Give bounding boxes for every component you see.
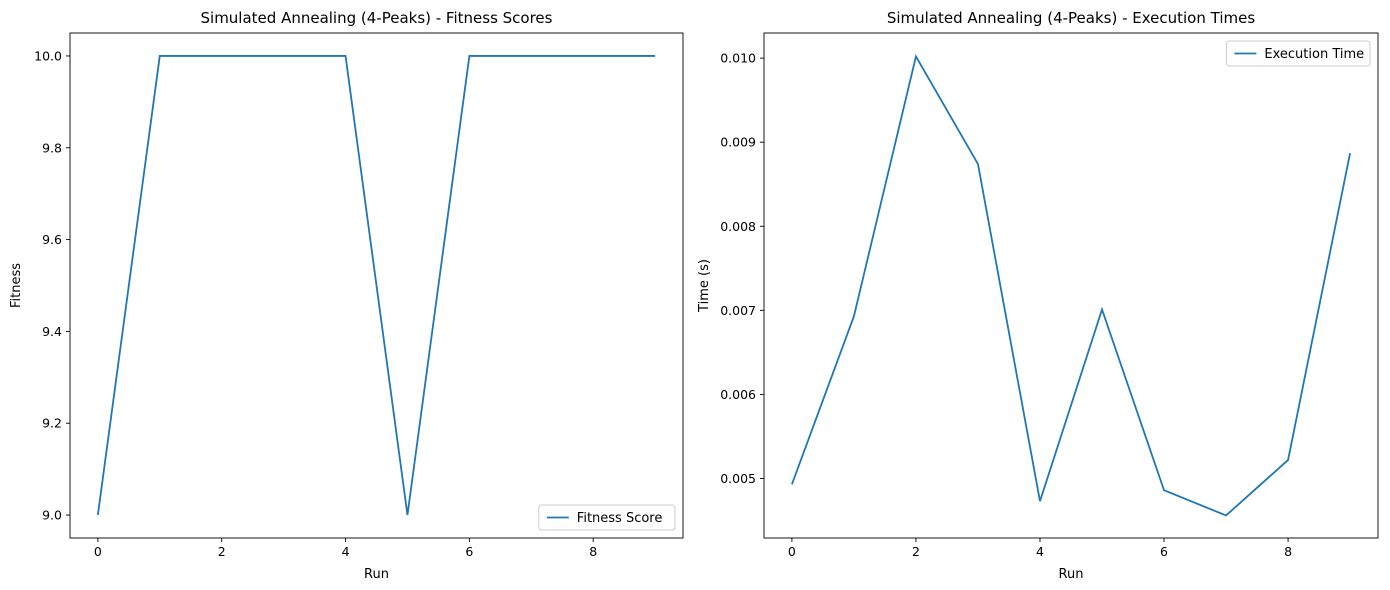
data-point <box>97 514 99 516</box>
x-axis-label: Run <box>364 567 389 582</box>
y-tick-label: 10.0 <box>34 48 62 63</box>
data-point <box>1225 514 1227 516</box>
x-axis-label: Run <box>1059 567 1084 582</box>
data-point <box>221 55 223 57</box>
data-point <box>977 163 979 165</box>
y-tick-label: 0.010 <box>720 51 756 66</box>
data-point <box>406 514 408 516</box>
y-tick-label: 9.4 <box>42 324 62 339</box>
data-point <box>853 315 855 317</box>
y-tick-label: 0.007 <box>720 303 756 318</box>
y-tick-label: 9.2 <box>42 416 62 431</box>
x-tick-label: 8 <box>589 544 597 559</box>
data-point <box>1163 489 1165 491</box>
legend: Fitness Score <box>538 504 676 531</box>
y-tick-label: 0.006 <box>720 387 756 402</box>
data-point <box>1349 152 1351 154</box>
data-point <box>530 55 532 57</box>
plot-frame <box>69 32 684 539</box>
data-point <box>1101 308 1103 310</box>
legend-box <box>1225 40 1371 67</box>
data-point <box>1039 500 1041 502</box>
y-tick-label: 9.8 <box>42 140 62 155</box>
y-tick-label: 9.0 <box>42 508 62 523</box>
y-tick-label: 0.008 <box>720 219 756 234</box>
x-tick-label: 2 <box>912 544 920 559</box>
series-line <box>96 55 656 516</box>
legend-label: Execution Time <box>1264 47 1364 62</box>
data-point <box>1287 459 1289 461</box>
chart-1: Simulated Annealing (4-Peaks) - Executio… <box>697 9 1379 582</box>
series-line <box>791 54 1351 517</box>
data-point <box>468 55 470 57</box>
plot-frame <box>763 32 1379 539</box>
y-tick-label: 0.009 <box>720 135 756 150</box>
y-axis-label: Time (s) <box>697 259 712 313</box>
y-tick-label: 0.005 <box>720 471 756 486</box>
legend-label: Fitness Score <box>577 511 663 526</box>
x-tick-label: 4 <box>1036 544 1044 559</box>
x-tick-label: 2 <box>218 544 226 559</box>
data-point <box>654 55 656 57</box>
data-point <box>791 483 793 485</box>
x-tick-label: 4 <box>342 544 350 559</box>
x-tick-label: 0 <box>94 544 102 559</box>
y-tick-label: 9.6 <box>42 232 62 247</box>
y-axis-label: Fitness <box>9 263 24 308</box>
legend-box <box>538 504 676 531</box>
x-tick-label: 8 <box>1284 544 1292 559</box>
legend: Execution Time <box>1225 40 1371 67</box>
x-tick-label: 6 <box>465 544 473 559</box>
data-point <box>344 55 346 57</box>
chart-title: Simulated Annealing (4-Peaks) - Executio… <box>887 9 1256 27</box>
x-tick-label: 6 <box>1160 544 1168 559</box>
data-point <box>592 55 594 57</box>
data-point <box>159 55 161 57</box>
data-point <box>282 55 284 57</box>
data-point <box>915 55 917 57</box>
x-tick-label: 0 <box>788 544 796 559</box>
chart-0: Simulated Annealing (4-Peaks) - Fitness … <box>9 9 684 582</box>
chart-title: Simulated Annealing (4-Peaks) - Fitness … <box>201 9 553 27</box>
